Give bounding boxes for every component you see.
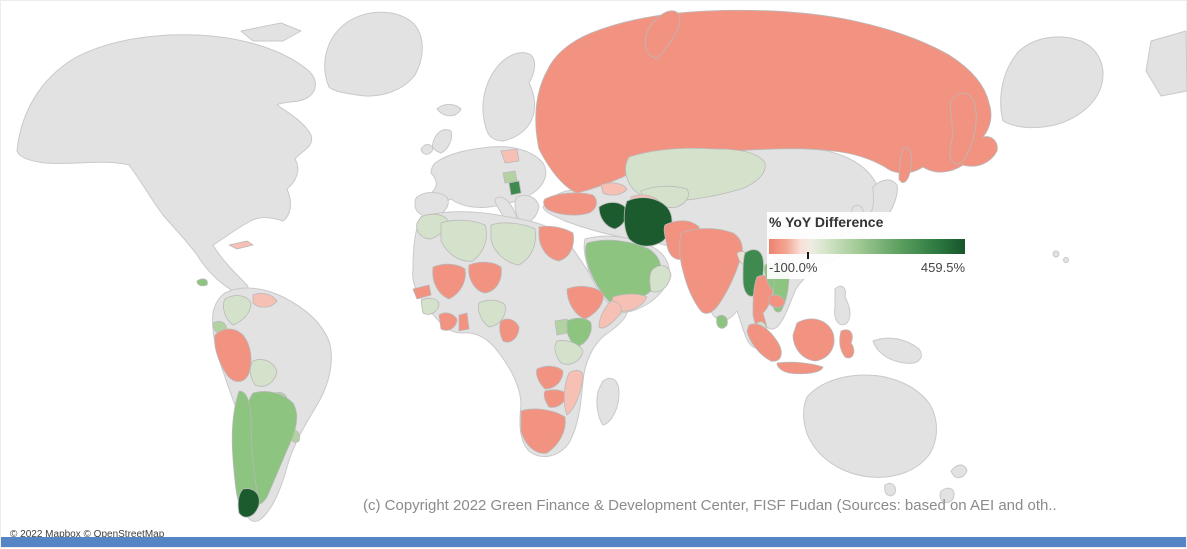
landmass-scandinavia (482, 52, 536, 142)
region-senegal[interactable] (412, 284, 432, 300)
region-novaya-zemlya[interactable] (645, 10, 681, 60)
region-egypt[interactable] (538, 225, 574, 262)
region-ethiopia[interactable] (566, 285, 604, 320)
legend-minmax: -100.0% 459.5% (769, 260, 965, 275)
legend-title: % YoY Difference (769, 214, 884, 230)
region-niger[interactable] (468, 261, 502, 294)
landmass-arctic-islands (240, 22, 302, 42)
region-cameroon[interactable] (499, 318, 520, 343)
landmass-new-zealand-north (950, 464, 968, 479)
region-peru[interactable] (214, 328, 252, 382)
region-iran[interactable] (623, 197, 673, 247)
landmass-hawaii-1 (1052, 250, 1060, 258)
landmass-balkans-greece (514, 194, 540, 224)
region-sumatra[interactable] (746, 323, 782, 362)
region-kamchatka[interactable] (949, 92, 977, 165)
region-zambia[interactable] (536, 365, 564, 390)
region-tanzania[interactable] (554, 340, 584, 365)
landmass-new-guinea (872, 337, 922, 364)
region-borneo[interactable] (792, 318, 835, 362)
region-sakhalin[interactable] (898, 147, 912, 183)
region-chile-south[interactable] (237, 488, 260, 518)
region-oman[interactable] (649, 265, 672, 293)
region-panama[interactable] (196, 278, 208, 287)
region-uganda[interactable] (554, 318, 568, 336)
landmass-philippines (834, 285, 851, 326)
landmass-madagascar (596, 377, 620, 426)
legend-max-label: 459.5% (920, 260, 965, 275)
landmass-britain (432, 129, 452, 154)
region-india[interactable] (679, 228, 743, 314)
region-cambodia[interactable] (768, 294, 786, 308)
color-legend: % YoY Difference -100.0% 459.5% (767, 212, 971, 279)
region-kenya[interactable] (566, 317, 592, 348)
region-somalia[interactable] (598, 300, 622, 329)
landmass-greenland (324, 11, 423, 97)
region-ivory-coast[interactable] (438, 312, 458, 331)
region-guinea[interactable] (420, 297, 440, 315)
region-java[interactable] (776, 361, 824, 375)
region-venezuela[interactable] (252, 293, 278, 308)
region-layer (196, 9, 998, 518)
region-algeria[interactable] (440, 219, 487, 262)
region-bolivia[interactable] (249, 359, 278, 387)
landmass-hawaii-2 (1063, 257, 1069, 263)
region-hungary[interactable] (502, 170, 518, 184)
region-cuba[interactable] (228, 240, 254, 250)
landmass-australia (803, 374, 937, 478)
legend-min-label: -100.0% (769, 260, 818, 275)
legend-bar-wrap (769, 239, 965, 259)
region-serbia[interactable] (508, 180, 522, 196)
region-caucasus[interactable] (600, 182, 628, 196)
region-ghana[interactable] (458, 312, 470, 332)
landmass-alaska (1000, 36, 1104, 129)
landmass-iceland (436, 104, 462, 117)
region-mozambique[interactable] (563, 369, 584, 416)
region-south-africa[interactable] (520, 408, 566, 454)
region-poland[interactable] (500, 148, 520, 164)
region-nigeria[interactable] (478, 299, 506, 328)
landmass-tasmania (884, 482, 896, 497)
region-mali[interactable] (432, 263, 466, 300)
region-sulawesi[interactable] (839, 329, 855, 359)
region-turkey[interactable] (543, 192, 597, 216)
region-colombia[interactable] (223, 295, 252, 326)
copyright-caption: (c) Copyright 2022 Green Finance & Devel… (363, 497, 1057, 514)
region-sri-lanka[interactable] (716, 315, 728, 329)
bottom-map-edge (1, 537, 1186, 547)
legend-tick (807, 252, 810, 259)
region-libya[interactable] (490, 222, 536, 266)
landmass-northwest-canada (1145, 30, 1187, 97)
landmass-ireland (420, 144, 434, 155)
legend-gradient-bar[interactable] (769, 239, 965, 254)
region-zimbabwe[interactable] (543, 389, 568, 408)
landmass-north-america (16, 34, 316, 295)
landmass-new-zealand-south (939, 487, 955, 504)
